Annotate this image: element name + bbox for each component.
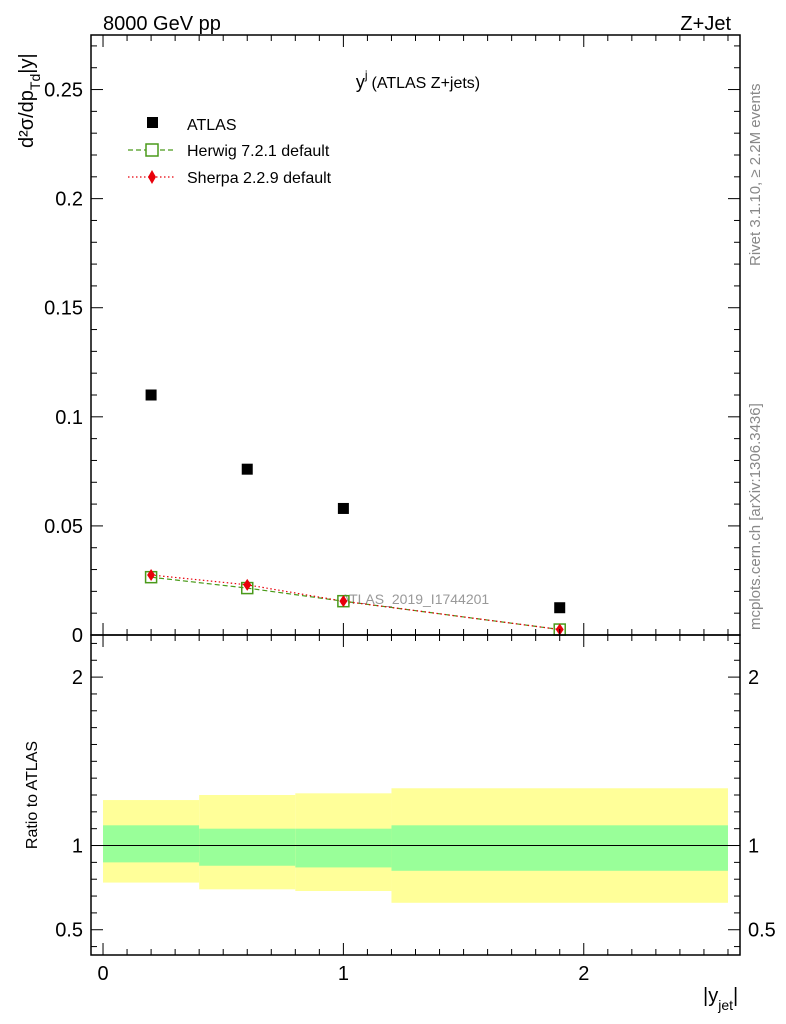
legend-sherpa-marker [148,170,156,184]
mcplots-label: mcplots.cern.ch [arXiv:1306.3436] [747,403,764,630]
main-ylabel-sub: Td [27,74,43,90]
ratio-ytick-label: 0.5 [55,920,83,942]
atlas-point [554,602,566,614]
main-ytick-label: 0.05 [44,516,83,538]
ratio-ytick-label: 2 [72,667,83,689]
main-ylabel-main: d²σ/dp [16,90,38,148]
ratio-ytick-label: 1 [72,836,83,858]
plot-title-main: y [356,72,365,92]
sherpa-line [151,574,560,631]
legend-atlas-marker [147,117,158,128]
ratio-ytick-label-right: 0.5 [748,920,776,942]
main-ylabel-tail: |y| [16,53,38,73]
main-watermark: ATLAS_2019_I1744201 [341,591,490,607]
ratio-band-inner [103,825,200,863]
sherpa-point [147,569,156,581]
main-ytick-label: 0.1 [55,407,83,429]
ratio-xlabel: |yjet| [703,985,738,1013]
plot-title-sup: j [364,68,368,82]
legend-atlas-label: ATLAS [187,117,237,134]
main-ytick-label: 0.25 [44,80,83,102]
main-ytick-label: 0 [72,625,83,647]
ratio-xtick-label: 0 [97,963,108,985]
sherpa-point [243,578,252,591]
legend-herwig-marker [145,143,159,157]
main-panel: ATLAS_2019_I1744201 00.050.10.150.20.25 … [16,34,741,647]
atlas-point [241,463,253,475]
header-right: Z+Jet [680,13,731,35]
plot-title-rest: (ATLAS Z+jets) [372,75,481,92]
rivet-label: Rivet 3.1.10, ≥ 2.2M events [747,84,764,267]
herwig-line [151,576,560,631]
ratio-xlabel-main: |y [703,985,718,1007]
legend-herwig-label: Herwig 7.2.1 default [187,143,330,160]
sherpa-point [339,595,348,608]
ratio-xtick-label: 2 [578,963,589,985]
ratio-ylabel: Ratio to ATLAS [24,741,41,849]
plot-title: yj (ATLAS Z+jets) [356,68,480,92]
main-ylabel: d²σ/dpTd|y| [16,53,43,148]
legend-sherpa-label: Sherpa 2.2.9 default [187,170,332,187]
ratio-ytick-label-right: 2 [748,667,759,689]
ratio-xlabel-sub: jet [717,997,733,1013]
ratio-ytick-label-right: 1 [748,836,759,858]
ratio-xlabel-tail: | [733,985,738,1007]
ratio-band-inner [295,828,392,868]
main-ytick-label: 0.15 [44,298,83,320]
atlas-point [337,502,349,514]
ratio-band-inner [199,828,296,866]
ratio-xtick-label: 1 [338,963,349,985]
ratio-band-inner [391,825,728,871]
ratio-panel: 0.5 0.5 1 1 2 2 0 1 2 Ratio to ATLAS |yjet| [24,634,776,1013]
legend: ATLAS Herwig 7.2.1 default Sherpa 2.2.9 … [128,117,332,187]
main-ytick-label: 0.2 [55,189,83,211]
header-left: 8000 GeV pp [103,13,221,35]
atlas-point [145,389,157,401]
